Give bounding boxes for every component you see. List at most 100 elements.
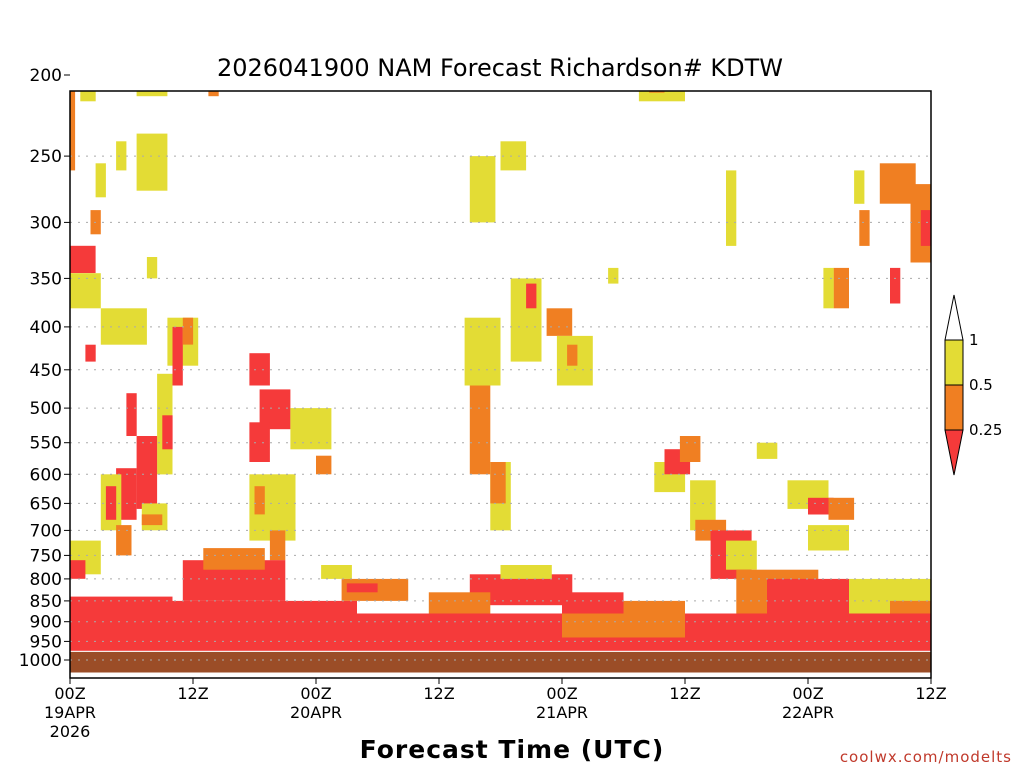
ri-cell-high (500, 565, 552, 579)
legend-swatch (944, 384, 964, 431)
plot-frame (69, 90, 932, 679)
ri-cell-high (95, 163, 106, 198)
y-tick-label: 500 (30, 399, 62, 419)
x-tick-label: 00Z (300, 684, 331, 703)
ri-cell-low (126, 393, 137, 436)
ri-cell-mid (546, 308, 573, 336)
ri-cell-mid (567, 344, 578, 366)
ri-cell-mid (828, 497, 855, 520)
ri-cell-low (70, 245, 96, 274)
legend-upper-arrow (944, 294, 964, 341)
legend-label: 0.25 (969, 421, 1002, 439)
legend-lower-arrow (944, 429, 964, 476)
ri-cell-high (823, 267, 834, 309)
y-tick-label: 900 (30, 613, 62, 633)
ri-cell-high (808, 525, 849, 551)
y-tick-label: 350 (30, 269, 62, 289)
x-tick-label: 22APR (782, 703, 834, 722)
y-axis: 200 250 300 350 400 450 500 550 600 650 700 750 8008… (19, 66, 70, 671)
y-tick-label: 300 (30, 213, 62, 233)
ri-cell-high (469, 156, 496, 223)
ri-cell-low (526, 283, 537, 309)
x-tick-label: 00Z (54, 684, 85, 703)
ri-cell-low (172, 326, 183, 386)
y-tick-label: 700 (30, 521, 62, 541)
ri-cell-low (890, 267, 901, 304)
ri-cell-mid (203, 548, 265, 570)
ri-cell-low (136, 436, 158, 509)
x-tick-label: 12Z (669, 684, 700, 703)
y-tick-label: 250 (30, 147, 62, 167)
legend-label: 1 (969, 331, 979, 349)
ri-cell-high (608, 267, 619, 284)
ri-cell-mid (890, 600, 931, 614)
x-tick-label: 20APR (290, 703, 342, 722)
ri-cell-high (136, 133, 168, 191)
plot-area (69, 90, 932, 679)
y-tick-label: 850 (30, 592, 62, 612)
ri-cell-high (726, 170, 737, 246)
ri-cell-low (162, 415, 173, 450)
ri-cell-low (685, 629, 931, 646)
y-tick-label: 550 (30, 434, 62, 454)
ri-cell-mid (70, 91, 76, 171)
legend-label: 0.5 (969, 376, 993, 394)
ri-cell-mid (679, 436, 701, 462)
ri-cell-low (562, 592, 624, 614)
x-tick-label: 21APR (536, 703, 588, 722)
ri-cell-low (172, 600, 357, 634)
ri-cell-low (85, 344, 96, 362)
y-tick-label: 400 (30, 318, 62, 338)
ri-cell-mid (316, 455, 332, 475)
color-legend: 1 0.5 0.25 (944, 294, 1002, 476)
ri-cell-high (638, 91, 685, 102)
ri-cell-high (321, 565, 352, 579)
y-tick-label: 650 (30, 494, 62, 514)
ri-cell-mid (182, 317, 194, 345)
ri-cell-mid (562, 613, 685, 638)
ri-cell-high (726, 540, 757, 570)
ri-cell-mid (141, 514, 163, 526)
ri-cell-mid (469, 361, 491, 475)
y-tick-label: 800 (30, 570, 62, 590)
ri-cell-mid (879, 163, 916, 204)
x-tick-label: 12Z (915, 684, 946, 703)
ri-cell-high (80, 91, 96, 102)
ri-cell-low (808, 497, 834, 515)
ri-cell-high (756, 442, 778, 459)
x-axis-label: Forecast Time (UTC) (360, 735, 665, 764)
ri-cell-low (249, 422, 270, 462)
ri-cell-mid (208, 91, 219, 97)
chart-title: 2026041900 NAM Forecast Richardson# KDTW (217, 54, 783, 82)
ri-cell-high (500, 141, 527, 171)
y-tick-label: 450 (30, 361, 62, 381)
ri-cell-mid (116, 525, 132, 556)
y-tick-label: 950 (30, 632, 62, 652)
ri-cell-high (146, 257, 158, 279)
ri-cell-low (920, 210, 932, 246)
x-tick-label: 2026 (50, 722, 91, 741)
ri-cell-mid (859, 210, 870, 246)
ri-cell-mid (428, 592, 491, 614)
ri-cell-high (464, 317, 501, 386)
ri-cell-high (136, 91, 168, 97)
credit-text: coolwx.com/modelts (840, 748, 1012, 766)
x-tick-label: 12Z (423, 684, 454, 703)
y-tick-label: 1000 (19, 651, 62, 671)
y-tick-label: 600 (30, 465, 62, 485)
ri-cell-high (100, 308, 147, 345)
ri-cell-mid (833, 267, 849, 309)
ri-cell-high (854, 170, 865, 204)
ri-cell-mid (254, 486, 265, 515)
richardson-cells (70, 91, 932, 673)
legend-swatch (944, 339, 964, 386)
ri-cell-mid (649, 91, 665, 93)
ri-cell-high (70, 273, 101, 309)
x-tick-label: 19APR (44, 703, 96, 722)
y-tick-label: 200 (30, 66, 62, 86)
ri-cell-mid (490, 462, 506, 504)
y-tick-label: 750 (30, 546, 62, 566)
ri-cell-ground (70, 651, 931, 673)
